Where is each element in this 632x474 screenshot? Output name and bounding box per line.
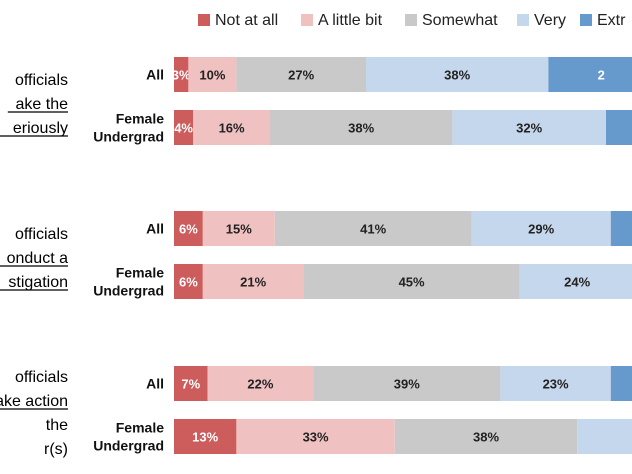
data-label: 2 bbox=[598, 68, 605, 83]
bar-segment bbox=[202, 211, 275, 246]
bar-segment bbox=[500, 366, 611, 401]
bar-segment bbox=[174, 419, 237, 454]
group-label-line: stigation bbox=[8, 274, 68, 291]
legend-swatch bbox=[301, 14, 313, 26]
row-label: Undergrad bbox=[93, 129, 164, 145]
legend-swatch bbox=[198, 14, 210, 26]
group-label-line: onduct a bbox=[7, 250, 68, 267]
bar-segment bbox=[174, 366, 208, 401]
bar-segment bbox=[174, 264, 203, 299]
data-label: 24% bbox=[564, 275, 590, 290]
bar-segment bbox=[193, 110, 270, 145]
data-label: 45% bbox=[399, 275, 425, 290]
data-label: 7% bbox=[181, 377, 200, 392]
row-label: Female bbox=[116, 111, 164, 127]
legend-swatch bbox=[405, 14, 417, 26]
bar-segment bbox=[236, 419, 395, 454]
data-label: 38% bbox=[348, 121, 374, 136]
group-label-line: r(s) bbox=[44, 441, 68, 458]
bar-segment bbox=[174, 57, 189, 92]
group-label-line: ake the bbox=[16, 96, 69, 113]
group-label-line: the bbox=[46, 417, 68, 434]
row-label: All bbox=[146, 67, 164, 83]
bar-segment bbox=[313, 366, 501, 401]
data-label: 38% bbox=[444, 68, 470, 83]
data-label: 10% bbox=[199, 68, 225, 83]
bar-segment bbox=[174, 211, 203, 246]
legend-label: Not at all bbox=[215, 12, 278, 29]
row-label: Undergrad bbox=[93, 283, 164, 299]
bar-segment bbox=[270, 110, 453, 145]
data-label: 13% bbox=[192, 430, 218, 445]
legend-swatch bbox=[580, 14, 592, 26]
bar-segment bbox=[274, 211, 472, 246]
bar-segment bbox=[548, 57, 632, 92]
data-label: 15% bbox=[226, 222, 252, 237]
bar-segment bbox=[471, 211, 611, 246]
data-label: 32% bbox=[516, 121, 542, 136]
data-label: 21% bbox=[240, 275, 266, 290]
data-label: 41% bbox=[360, 222, 386, 237]
row-label: Female bbox=[116, 265, 164, 281]
bar-segment bbox=[577, 419, 632, 454]
data-label: 29% bbox=[528, 222, 554, 237]
row-label: Female bbox=[116, 420, 164, 436]
legend-label: A little bit bbox=[318, 12, 383, 29]
bar-segment bbox=[188, 57, 237, 92]
row-label: Undergrad bbox=[93, 438, 164, 454]
data-label: 6% bbox=[179, 222, 198, 237]
legend-label: Very bbox=[534, 12, 566, 29]
legend-label: Extr bbox=[597, 12, 626, 29]
bar-segment bbox=[394, 419, 578, 454]
data-label: 4% bbox=[174, 121, 193, 136]
legend-swatch bbox=[517, 14, 529, 26]
bar-segment bbox=[202, 264, 304, 299]
bar-segment bbox=[366, 57, 549, 92]
legend-label: Somewhat bbox=[422, 12, 498, 29]
bar-segment bbox=[207, 366, 314, 401]
bar-segment bbox=[519, 264, 632, 299]
bar-segment bbox=[610, 211, 632, 246]
data-label: 16% bbox=[219, 121, 245, 136]
data-label: 23% bbox=[543, 377, 569, 392]
bar-segment bbox=[303, 264, 520, 299]
data-label: 38% bbox=[473, 430, 499, 445]
row-label: All bbox=[146, 221, 164, 237]
bar-segment bbox=[174, 110, 194, 145]
bar-segment bbox=[236, 57, 366, 92]
group-label-line: eriously bbox=[13, 120, 68, 137]
data-label: 33% bbox=[303, 430, 329, 445]
data-label: 27% bbox=[288, 68, 314, 83]
data-label: 3% bbox=[172, 68, 191, 83]
data-label: 39% bbox=[394, 377, 420, 392]
bar-segment bbox=[606, 110, 632, 145]
bar-segment bbox=[452, 110, 606, 145]
row-label: All bbox=[146, 376, 164, 392]
group-label-line: ake action bbox=[0, 393, 68, 410]
data-label: 22% bbox=[247, 377, 273, 392]
bar-segment bbox=[610, 366, 632, 401]
group-label-line: officials bbox=[15, 72, 68, 89]
group-label-line: officials bbox=[15, 226, 68, 243]
data-label: 6% bbox=[179, 275, 198, 290]
group-label-line: officials bbox=[15, 369, 68, 386]
